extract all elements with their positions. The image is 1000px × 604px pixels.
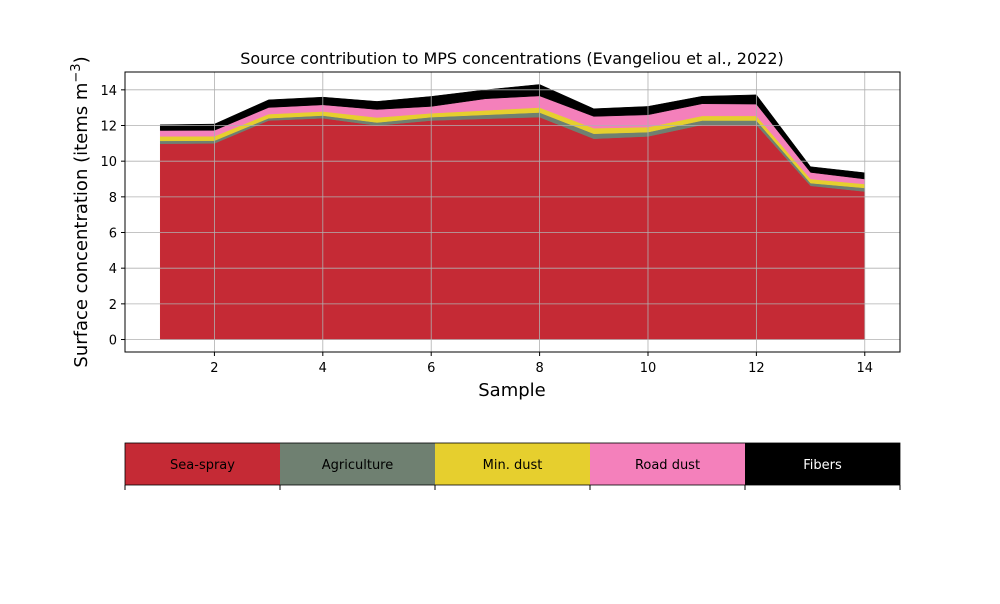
area-sea-spray [159,116,866,340]
x-tick-label: 2 [210,361,218,376]
legend-swatch-road-dust [590,443,745,485]
x-tick-label: 4 [319,361,327,376]
y-tick-label: 6 [109,227,117,242]
legend-label-fibers: Fibers [803,458,842,473]
y-tick-label: 12 [100,120,117,135]
legend-colorbar: Sea-spray Agriculture Min. dust Road dust Fi… [124,442,901,490]
legend-swatch-min-dust [435,443,590,485]
legend-label-agriculture: Agriculture [322,458,394,473]
chart-title: Source contribution to MPS concentration… [240,49,784,68]
y-tick-label: 8 [109,191,117,206]
y-tick-label: 2 [109,298,117,313]
x-tick-label: 6 [427,361,435,376]
plot-frame [124,71,901,353]
x-tick-label: 8 [535,361,543,376]
legend-swatch-sea-spray [125,443,280,485]
legend-swatch-fibers [745,443,900,485]
y-tick-label: 10 [100,155,117,170]
legend-swatch-agriculture [280,443,435,485]
x-tick-label: 12 [748,361,765,376]
y-tick-label: 0 [109,334,117,349]
y-tick-label: 14 [100,84,117,99]
y-tick-label: 4 [109,262,117,277]
x-tick-label: 10 [640,361,657,376]
legend-frame [124,442,901,486]
legend-label-sea-spray: Sea-spray [170,458,235,473]
x-tick-label: 14 [856,361,873,376]
y-axis-label: Surface concentration (items m−3) [69,56,92,367]
x-axis-label: Sample [478,380,546,401]
legend-label-road-dust: Road dust [635,458,700,473]
legend-label-min-dust: Min. dust [483,458,543,473]
